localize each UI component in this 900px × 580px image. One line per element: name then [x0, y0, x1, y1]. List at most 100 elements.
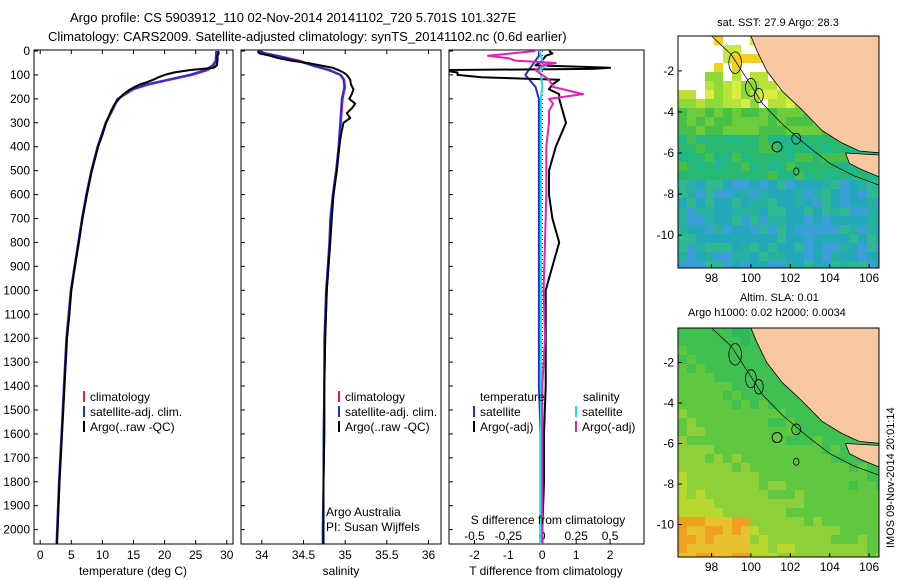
field-cell [795, 526, 804, 535]
field-cell [678, 108, 687, 117]
depth-tick-label: 100 [10, 68, 30, 82]
field-cell [768, 207, 777, 216]
field-cell [741, 54, 750, 63]
x-tick-label: 0 [37, 548, 44, 562]
x-tick-label: -1 [503, 548, 514, 562]
field-cell [822, 535, 831, 544]
field-cell [867, 207, 876, 216]
field-cell [795, 436, 804, 445]
field-cell [777, 261, 786, 268]
field-cell [696, 225, 705, 234]
field-cell [822, 243, 831, 252]
field-cell [759, 153, 768, 162]
x2-tick-label: -0.5 [464, 529, 485, 543]
field-cell [804, 198, 813, 207]
field-cell [786, 526, 795, 535]
field-cell [876, 243, 879, 252]
field-cell [714, 99, 723, 108]
field-cell [687, 463, 696, 472]
field-cell [786, 472, 795, 481]
field-cell [732, 535, 741, 544]
field-cell [795, 445, 804, 454]
field-cell [867, 234, 876, 243]
field-cell [723, 445, 732, 454]
field-cell [678, 189, 687, 198]
field-cell [750, 535, 759, 544]
field-cell [858, 180, 867, 189]
y-tick-label: -4 [663, 105, 674, 119]
x-tick-label: 35.5 [375, 548, 399, 562]
field-cell [723, 261, 732, 268]
field-cell [732, 72, 741, 81]
field-cell [759, 198, 768, 207]
field-cell [696, 544, 705, 553]
field-cell [822, 445, 831, 454]
field-cell [696, 99, 705, 108]
figure-title-line2: Climatology: CARS2009. Satellite-adjuste… [48, 29, 567, 44]
field-cell [804, 436, 813, 445]
field-cell [777, 108, 786, 117]
field-cell [678, 409, 687, 418]
field-cell [804, 153, 813, 162]
field-cell [678, 382, 687, 391]
field-cell [822, 544, 831, 553]
field-cell [678, 481, 687, 490]
field-cell [750, 490, 759, 499]
field-cell [714, 207, 723, 216]
field-cell [714, 472, 723, 481]
field-cell [759, 481, 768, 490]
field-cell [705, 355, 714, 364]
field-cell [741, 216, 750, 225]
field-cell [705, 472, 714, 481]
field-cell [750, 364, 759, 373]
field-cell [804, 544, 813, 553]
field-cell [714, 526, 723, 535]
field-cell [840, 481, 849, 490]
field-cell [714, 261, 723, 268]
field-cell [804, 481, 813, 490]
depth-tick-label: 1600 [3, 427, 30, 441]
field-cell [687, 126, 696, 135]
field-cell [786, 436, 795, 445]
field-cell [705, 373, 714, 382]
field-cell [714, 517, 723, 526]
y-tick-label: -8 [663, 187, 674, 201]
field-cell [732, 409, 741, 418]
field-cell [804, 225, 813, 234]
field-cell [795, 234, 804, 243]
field-cell [822, 180, 831, 189]
field-cell [732, 252, 741, 261]
field-cell [741, 454, 750, 463]
field-cell [831, 234, 840, 243]
field-cell [687, 508, 696, 517]
field-cell [714, 36, 723, 45]
field-cell [723, 463, 732, 472]
difference-panel-frame [448, 49, 645, 545]
x-tick-label: 34 [255, 548, 269, 562]
temperature-series [55, 50, 220, 544]
salinity-x-axis: 34 34.5 35 35.5 36 [255, 50, 435, 562]
field-cell [840, 436, 849, 445]
field-cell [768, 499, 777, 508]
x-tick-label: 10 [96, 548, 110, 562]
field-cell [714, 346, 723, 355]
field-cell [876, 517, 879, 526]
field-cell [768, 463, 777, 472]
field-cell [822, 526, 831, 535]
diff-series-line-1 [524, 51, 542, 544]
field-cell [741, 355, 750, 364]
field-cell [831, 171, 840, 180]
field-cell [795, 126, 804, 135]
field-cell [876, 463, 879, 472]
field-cell [876, 472, 879, 481]
field-cell [687, 216, 696, 225]
field-cell [687, 99, 696, 108]
field-cell [714, 153, 723, 162]
legend-label-satellite: satellite-adj. clim. [345, 405, 437, 419]
field-cell [777, 382, 786, 391]
field-cell [759, 234, 768, 243]
field-cell [795, 418, 804, 427]
field-cell [696, 243, 705, 252]
field-cell [678, 472, 687, 481]
field-cell [786, 153, 795, 162]
